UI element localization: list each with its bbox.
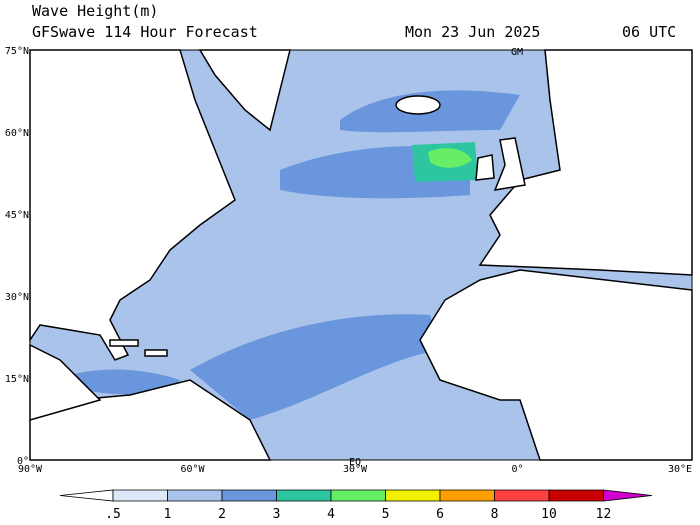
land	[29, 49, 693, 461]
lat-label: 15°N	[5, 374, 29, 385]
map	[29, 49, 693, 461]
colorbar-label: 8	[491, 507, 499, 522]
colorbar-segment	[276, 489, 332, 502]
colorbar-segment	[112, 489, 168, 502]
colorbar-label: 6	[436, 507, 444, 522]
marker-label: EQ	[349, 457, 361, 468]
lon-label: 0°	[511, 464, 523, 475]
colorbar-segment	[59, 489, 114, 502]
lat-label: 60°N	[5, 128, 29, 139]
lat-label: 45°N	[5, 210, 29, 221]
lon-label: 90°W	[18, 464, 43, 475]
colorbar-segment	[494, 489, 550, 502]
colorbar-segment	[385, 489, 441, 502]
colorbar-label: 2	[218, 507, 226, 522]
subtitle: GFSwave 114 Hour Forecast	[32, 23, 258, 41]
colorbar-label: .5	[105, 507, 121, 522]
lon-label: 30°E	[668, 464, 692, 475]
lat-label: 75°N	[5, 46, 29, 57]
colorbar-label: 12	[596, 507, 612, 522]
colorbar-label: 10	[541, 507, 557, 522]
colorbar-label: 3	[273, 507, 281, 522]
colorbar-label: 4	[327, 507, 335, 522]
lon-label: 60°W	[180, 464, 205, 475]
date: Mon 23 Jun 2025	[405, 23, 540, 41]
time: 06 UTC	[622, 23, 676, 41]
wave-region	[428, 148, 472, 168]
colorbar-segment	[221, 489, 277, 502]
lat-label: 0°	[17, 456, 29, 467]
colorbar-segment	[603, 489, 653, 502]
colorbar-segment	[439, 489, 495, 502]
colorbar-label: 1	[164, 507, 172, 522]
marker-label: GM	[511, 47, 523, 58]
colorbar-segment	[167, 489, 223, 502]
lon-label: 30°W	[343, 464, 368, 475]
colorbar-label: 5	[382, 507, 390, 522]
lat-label: 30°N	[5, 292, 29, 303]
colorbar-segment	[330, 489, 386, 502]
wave-region	[190, 314, 440, 420]
title: Wave Height(m)	[32, 2, 158, 20]
colorbar-segment	[548, 489, 604, 502]
